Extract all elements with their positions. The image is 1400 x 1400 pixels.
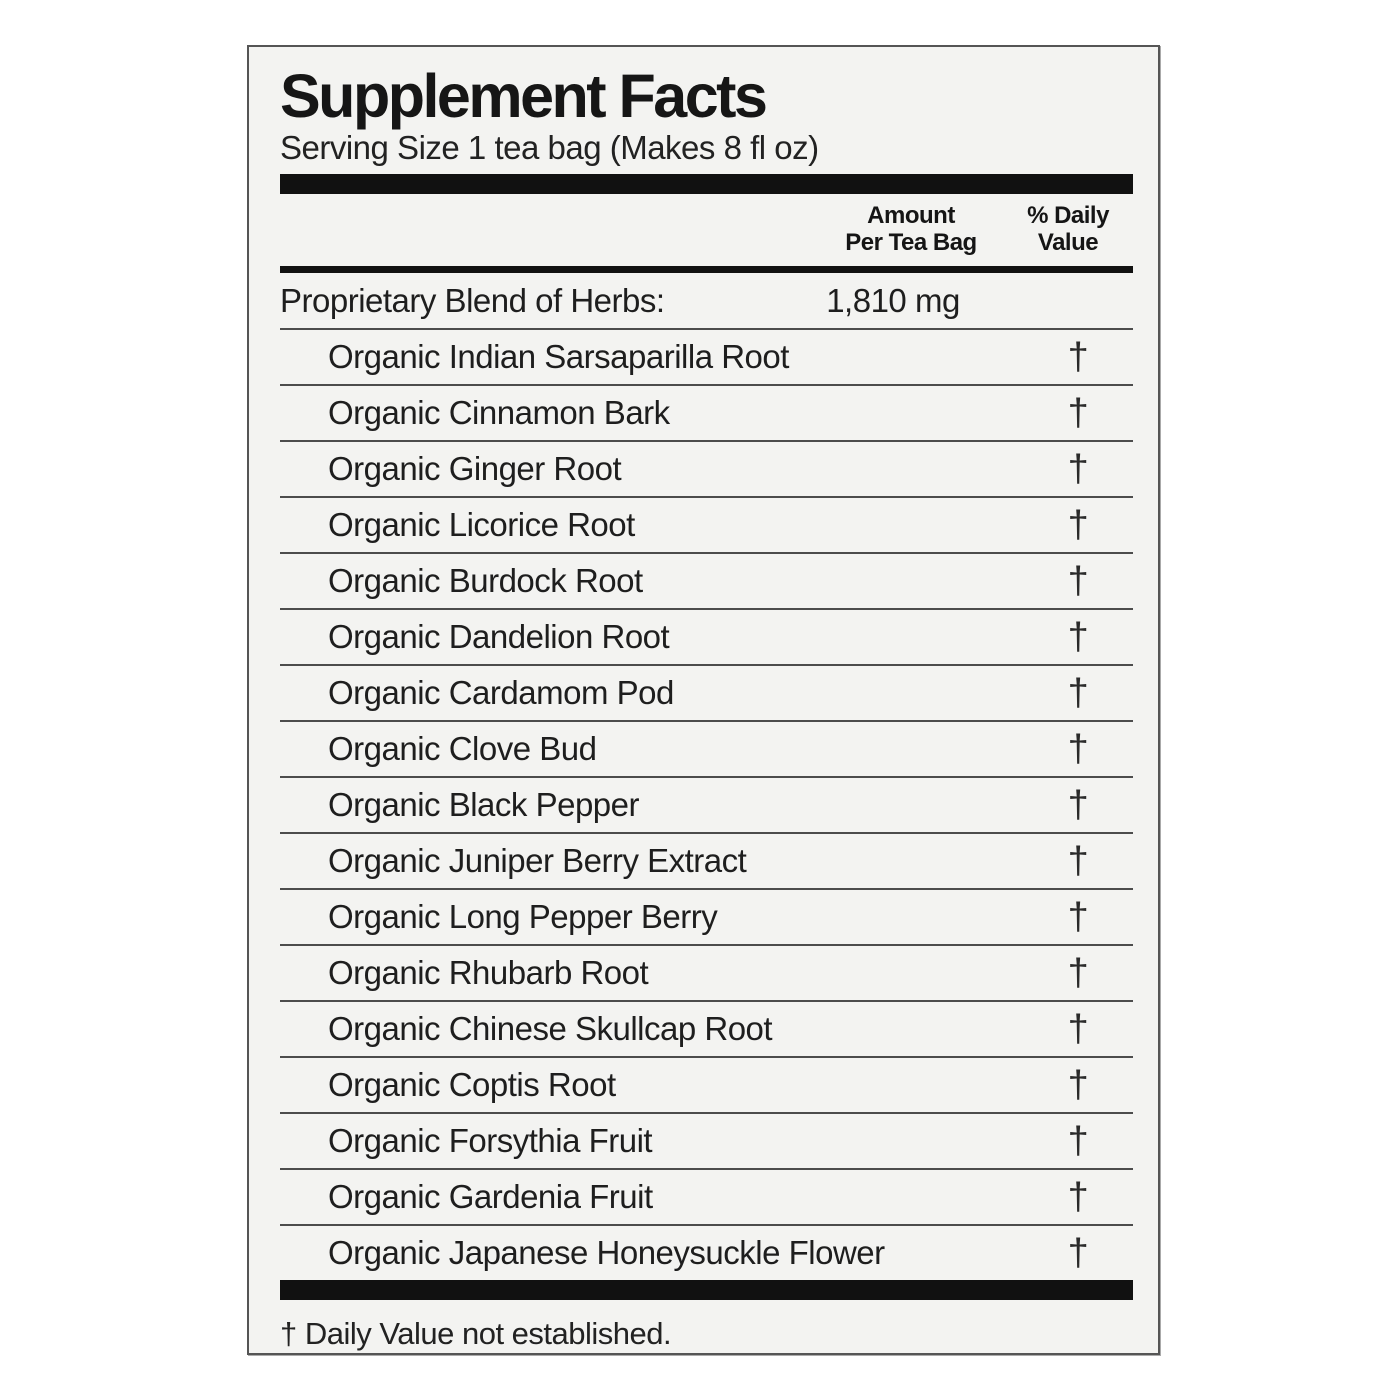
ingredient-row: Organic Cinnamon Bark †: [280, 384, 1133, 440]
daily-value-footnote: † Daily Value not established.: [280, 1316, 672, 1351]
ingredient-name: Organic Cinnamon Bark: [328, 394, 670, 431]
ingredient-name: Organic Coptis Root: [328, 1066, 616, 1103]
ingredient-name: Organic Indian Sarsaparilla Root: [328, 338, 789, 375]
column-header-row: Amount Per Tea Bag % Daily Value: [280, 194, 1133, 266]
ingredient-name: Organic Black Pepper: [328, 786, 640, 823]
daily-value-column-header: % Daily Value: [1003, 202, 1133, 256]
ingredient-row: Organic Rhubarb Root †: [280, 944, 1133, 1000]
daily-value-dagger: †: [1067, 448, 1089, 490]
proprietary-blend-amount: 1,810 mg: [826, 281, 960, 319]
daily-value-dagger: †: [1067, 1008, 1089, 1050]
ingredient-row: Organic Long Pepper Berry †: [280, 888, 1133, 944]
ingredient-name: Organic Clove Bud: [328, 730, 597, 767]
ingredient-name: Organic Juniper Berry Extract: [328, 842, 747, 879]
proprietary-blend-row: Proprietary Blend of Herbs: 1,810 mg: [280, 273, 1133, 328]
ingredient-row: Organic Forsythia Fruit †: [280, 1112, 1133, 1168]
proprietary-blend-name: Proprietary Blend of Herbs:: [280, 281, 665, 319]
daily-value-dagger: †: [1067, 392, 1089, 434]
daily-value-header-line2: Value: [1037, 229, 1099, 256]
ingredient-name: Organic Licorice Root: [328, 506, 635, 543]
daily-value-dagger: †: [1067, 1064, 1089, 1106]
ingredient-row: Organic Burdock Root †: [280, 552, 1133, 608]
ingredient-row: Organic Licorice Root †: [280, 496, 1133, 552]
daily-value-dagger: †: [1067, 504, 1089, 546]
daily-value-dagger: †: [1067, 952, 1089, 994]
ingredient-row: Organic Ginger Root †: [280, 440, 1133, 496]
supplement-facts-label: Supplement Facts Serving Size 1 tea bag …: [247, 45, 1160, 1355]
daily-value-dagger: †: [1067, 784, 1089, 826]
ingredient-name: Organic Dandelion Root: [328, 618, 670, 655]
daily-value-dagger: †: [1067, 616, 1089, 658]
ingredient-name: Organic Ginger Root: [328, 450, 622, 487]
daily-value-header-line1: % Daily: [1027, 202, 1109, 229]
ingredient-name: Organic Chinese Skullcap Root: [328, 1010, 773, 1047]
ingredient-row: Organic Juniper Berry Extract †: [280, 832, 1133, 888]
top-divider-bar: [280, 174, 1133, 194]
amount-header-line1: Amount: [867, 202, 955, 229]
serving-size-text: Serving Size 1 tea bag (Makes 8 fl oz): [280, 129, 819, 166]
daily-value-dagger: †: [1067, 840, 1089, 882]
ingredient-row: Organic Dandelion Root †: [280, 608, 1133, 664]
ingredient-name: Organic Forsythia Fruit: [328, 1122, 653, 1159]
ingredient-row: Organic Japanese Honeysuckle Flower †: [280, 1224, 1133, 1280]
ingredient-name: Organic Burdock Root: [328, 562, 643, 599]
label-title: Supplement Facts: [280, 62, 768, 130]
daily-value-dagger: †: [1067, 1120, 1089, 1162]
daily-value-dagger: †: [1067, 728, 1089, 770]
daily-value-dagger: †: [1067, 560, 1089, 602]
daily-value-dagger: †: [1067, 1232, 1089, 1274]
label-content: Supplement Facts Serving Size 1 tea bag …: [249, 47, 1158, 1353]
header-divider-bar: [280, 266, 1133, 273]
ingredient-row: Organic Coptis Root †: [280, 1056, 1133, 1112]
daily-value-dagger: †: [1067, 896, 1089, 938]
ingredient-name: Organic Gardenia Fruit: [328, 1178, 653, 1215]
daily-value-dagger: †: [1067, 336, 1089, 378]
ingredient-row: Organic Gardenia Fruit †: [280, 1168, 1133, 1224]
amount-column-header: Amount Per Tea Bag: [826, 202, 996, 256]
ingredient-row: Organic Indian Sarsaparilla Root †: [280, 328, 1133, 384]
ingredient-row: Organic Clove Bud †: [280, 720, 1133, 776]
daily-value-dagger: †: [1067, 1176, 1089, 1218]
ingredient-name: Organic Rhubarb Root: [328, 954, 649, 991]
ingredient-name: Organic Long Pepper Berry: [328, 898, 718, 935]
ingredient-row: Organic Chinese Skullcap Root †: [280, 1000, 1133, 1056]
ingredient-name: Organic Japanese Honeysuckle Flower: [328, 1234, 885, 1271]
ingredient-name: Organic Cardamom Pod: [328, 674, 674, 711]
ingredient-row: Organic Cardamom Pod †: [280, 664, 1133, 720]
daily-value-dagger: †: [1067, 672, 1089, 714]
amount-header-line2: Per Tea Bag: [845, 229, 977, 256]
bottom-divider-bar: [280, 1280, 1133, 1300]
ingredient-row: Organic Black Pepper †: [280, 776, 1133, 832]
